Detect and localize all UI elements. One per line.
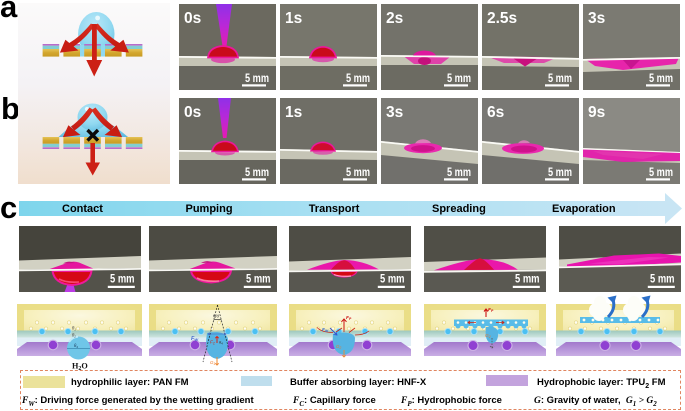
svg-text:5 mm: 5 mm — [548, 73, 572, 85]
svg-text:5 mm: 5 mm — [548, 167, 572, 179]
svg-text:θ1: θ1 — [72, 326, 76, 332]
svg-text:2.5s: 2.5s — [487, 10, 517, 27]
svg-text:5 mm: 5 mm — [650, 274, 675, 286]
svg-text:2s: 2s — [386, 10, 403, 27]
svg-text:5 mm: 5 mm — [649, 167, 673, 179]
svg-text:G2: G2 — [485, 333, 491, 339]
svg-text:5 mm: 5 mm — [380, 274, 405, 286]
svg-text:G2: G2 — [336, 344, 342, 350]
svg-text:FP: FP — [346, 315, 352, 321]
svg-text:3s: 3s — [386, 104, 403, 121]
svg-text:5 mm: 5 mm — [245, 73, 269, 85]
svg-text:5 mm: 5 mm — [246, 274, 271, 286]
svg-text:3s: 3s — [588, 10, 605, 27]
svg-text:H2O: H2O — [72, 361, 88, 372]
svg-text:6s: 6s — [487, 104, 504, 121]
svg-text:5 mm: 5 mm — [245, 167, 269, 179]
svg-text:θ4: θ4 — [219, 340, 223, 346]
svg-text:θ3: θ3 — [74, 343, 78, 349]
svg-text:FC: FC — [210, 340, 216, 346]
svg-text:FW: FW — [322, 327, 329, 333]
svg-text:0s: 0s — [184, 104, 201, 121]
svg-text:0s: 0s — [184, 10, 201, 27]
svg-text:5 mm: 5 mm — [110, 274, 135, 286]
svg-text:1s: 1s — [285, 104, 302, 121]
svg-text:5 mm: 5 mm — [346, 167, 370, 179]
svg-text:5 mm: 5 mm — [649, 73, 673, 85]
svg-text:θ2: θ2 — [72, 333, 76, 339]
svg-text:FP: FP — [488, 307, 494, 313]
svg-text:5 mm: 5 mm — [346, 73, 370, 85]
svg-text:G1: G1 — [210, 360, 216, 366]
svg-text:1s: 1s — [285, 10, 302, 27]
svg-text:5 mm: 5 mm — [447, 73, 471, 85]
svg-text:9s: 9s — [588, 104, 605, 121]
svg-text:FW: FW — [191, 336, 199, 342]
svg-text:5 mm: 5 mm — [515, 274, 540, 286]
svg-text:5 mm: 5 mm — [447, 167, 471, 179]
svg-text:θ(t): θ(t) — [213, 313, 220, 318]
